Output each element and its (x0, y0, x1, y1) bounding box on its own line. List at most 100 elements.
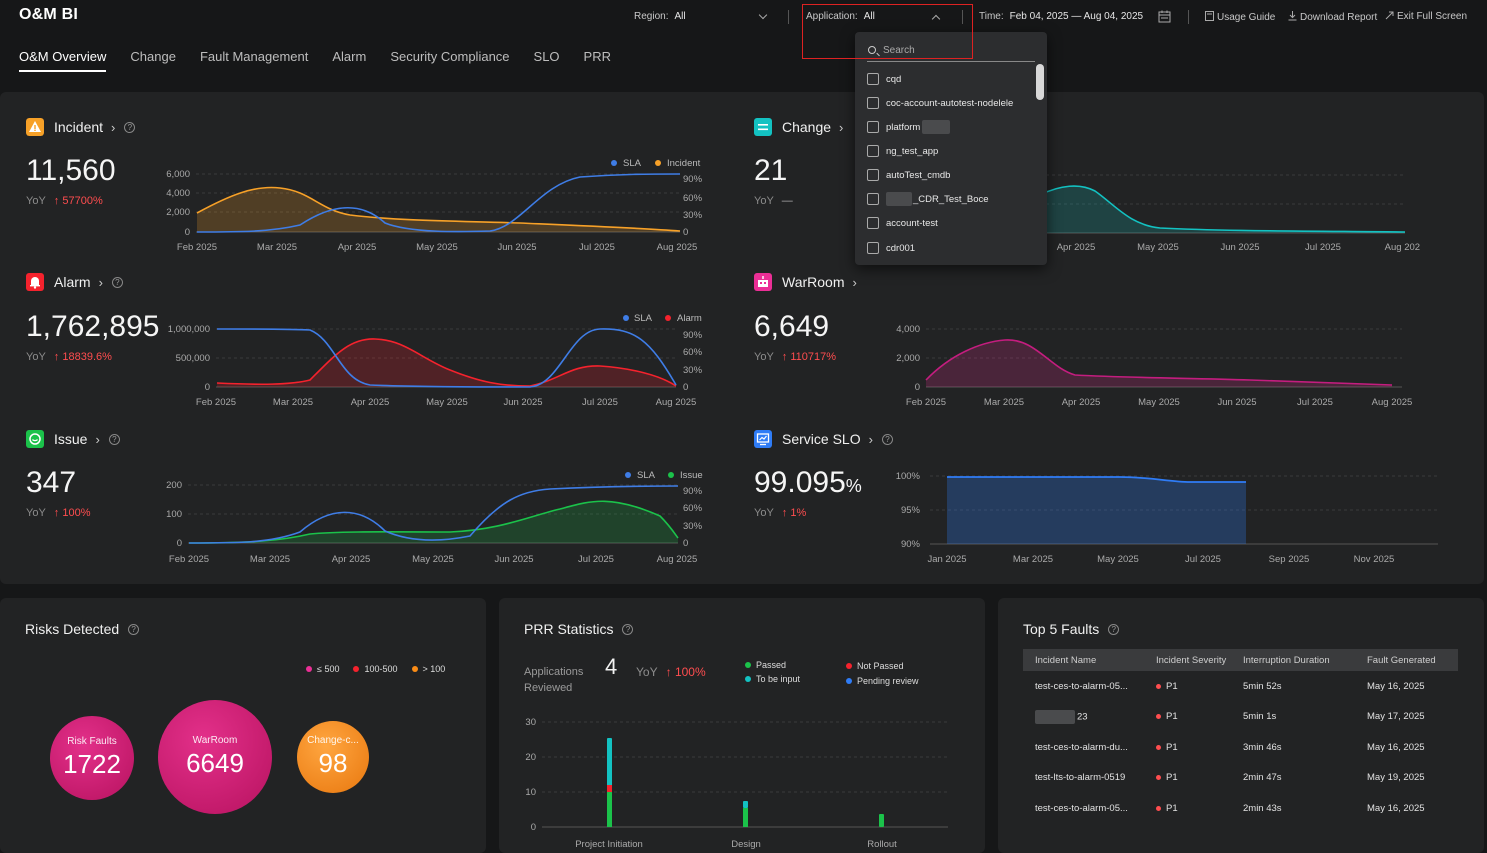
help-icon[interactable]: ? (622, 623, 634, 635)
legend-issue-label: Issue (680, 470, 703, 481)
column-header[interactable]: Interruption Duration (1231, 649, 1355, 671)
checkbox[interactable] (867, 145, 879, 157)
column-header[interactable]: Fault Generated (1355, 649, 1458, 671)
calendar-icon[interactable] (1158, 10, 1171, 23)
prr-x-tick: Design (731, 839, 761, 850)
tab-om-overview[interactable]: O&M Overview (19, 49, 107, 72)
column-header[interactable]: Incident Severity (1144, 649, 1231, 671)
usage-guide-link[interactable]: Usage Guide (1205, 11, 1275, 23)
issue-x-tick: Jul 2025 (578, 554, 614, 565)
change-title-label: Change (782, 119, 832, 135)
issue-x-tick: Jun 2025 (494, 554, 533, 565)
dropdown-option[interactable]: _CDR_Test_Boce (867, 191, 989, 207)
region-selector[interactable]: Region: All (634, 10, 768, 22)
region-label: Region: (634, 11, 669, 22)
risk-faults-bubble[interactable]: Risk Faults 1722 (50, 716, 134, 800)
search-icon (868, 46, 876, 54)
dropdown-option[interactable]: account-test (867, 215, 938, 231)
book-icon (1205, 11, 1214, 21)
severity-label: P1 (1166, 772, 1178, 784)
time-label: Time: (979, 11, 1004, 22)
bubble-value: 1722 (63, 749, 121, 779)
dropdown-option[interactable]: autoTest_cmdb (867, 167, 950, 183)
checkbox[interactable] (867, 169, 879, 181)
checkbox[interactable] (867, 97, 879, 109)
dropdown-option[interactable]: coc-account-autotest-nodelele (867, 95, 1013, 111)
warroom-title[interactable]: WarRoom › (754, 273, 857, 291)
table-row[interactable]: test-ces-to-alarm-du... P1 3min 46s May … (1023, 732, 1458, 763)
bubble-label: Risk Faults (67, 736, 117, 747)
help-icon[interactable]: ? (881, 433, 893, 445)
incident-name[interactable]: test-ces-to-alarm-05... (1035, 802, 1128, 814)
warroom-bubble[interactable]: WarRoom 6649 (158, 700, 272, 814)
dropdown-option[interactable]: cdr001 (867, 240, 915, 256)
issue-y2-tick: 90% (683, 486, 703, 497)
dropdown-search-input[interactable]: Search (867, 40, 1035, 62)
dropdown-option[interactable]: cqd (867, 71, 901, 87)
alarm-x-tick: Feb 2025 (196, 397, 236, 408)
severity-label: P1 (1166, 741, 1178, 753)
slo-x-tick: Sep 2025 (1269, 554, 1310, 565)
legend-issue-dot (668, 472, 674, 478)
incident-name[interactable]: test-lts-to-alarm-0519 (1035, 772, 1126, 784)
legend-sla-label: SLA (623, 158, 642, 169)
time-range-picker[interactable]: Time: Feb 04, 2025 — Aug 04, 2025 (979, 11, 1143, 22)
alarm-yoy-change: ↑ 18839.6% (53, 351, 112, 363)
application-selector[interactable]: Application: All (806, 11, 941, 24)
issue-y-tick: 100 (166, 509, 182, 520)
alarm-title[interactable]: Alarm ›? (26, 273, 123, 291)
usage-guide-label: Usage Guide (1217, 12, 1276, 23)
incident-name[interactable]: 23 (1023, 702, 1144, 733)
alarm-y2-tick: 90% (683, 330, 703, 341)
fault-generated: May 16, 2025 (1367, 802, 1425, 814)
table-row[interactable]: test-ces-to-alarm-05... P1 5min 52s May … (1023, 671, 1458, 702)
download-report-link[interactable]: Download Report (1288, 11, 1377, 23)
help-icon[interactable]: ? (124, 121, 136, 133)
incident-title[interactable]: Incident ›? (26, 118, 136, 136)
incident-name[interactable]: test-ces-to-alarm-du... (1035, 741, 1128, 753)
chevron-down-icon (758, 10, 768, 20)
column-header[interactable]: Incident Name (1023, 649, 1144, 671)
tab-fault-management[interactable]: Fault Management (199, 49, 309, 64)
legend-alarm-label: Alarm (677, 313, 702, 324)
tab-security-compliance[interactable]: Security Compliance (390, 49, 510, 64)
tab-change[interactable]: Change (130, 49, 176, 64)
checkbox[interactable] (867, 242, 879, 254)
option-label: account-test (886, 217, 938, 229)
help-icon[interactable]: ? (111, 276, 123, 288)
tab-prr[interactable]: PRR (583, 49, 611, 64)
alarm-x-tick: May 2025 (426, 397, 468, 408)
help-icon[interactable]: ? (108, 433, 120, 445)
change-title[interactable]: Change › (754, 118, 843, 136)
incident-chart: SLA Incident 6,000 4,000 2,000 0 90% 60%… (166, 158, 702, 253)
dropdown-scrollbar[interactable] (1036, 64, 1044, 100)
checkbox[interactable] (867, 121, 879, 133)
legend-label: ≤ 500 (317, 664, 340, 674)
warning-icon (26, 118, 44, 136)
service-slo-title[interactable]: Service SLO ›? (754, 430, 893, 448)
severity-label: P1 (1166, 680, 1178, 692)
checkbox[interactable] (867, 73, 879, 85)
sla-series-line (216, 328, 677, 388)
exit-full-screen-link[interactable]: Exit Full Screen (1385, 11, 1467, 22)
tab-slo[interactable]: SLO (533, 49, 560, 64)
help-icon[interactable]: ? (128, 623, 140, 635)
dropdown-option[interactable]: ng_test_app (867, 143, 938, 159)
table-row[interactable]: 23 P1 5min 1s May 17, 2025 (1023, 702, 1458, 733)
table-row[interactable]: test-lts-to-alarm-0519 P1 2min 47s May 1… (1023, 763, 1458, 794)
tab-alarm[interactable]: Alarm (332, 49, 367, 64)
dropdown-option[interactable]: platform (867, 119, 951, 135)
incident-x-tick: May 2025 (416, 242, 458, 253)
checkbox[interactable] (867, 217, 879, 229)
help-icon[interactable]: ? (1108, 623, 1120, 635)
change-bubble[interactable]: Change-c... 98 (297, 721, 369, 793)
prr-legend-to-be-input: To be input (745, 674, 800, 684)
table-row[interactable]: test-ces-to-alarm-05... P1 2min 43s May … (1023, 793, 1458, 824)
change-x-tick: May 2025 (1137, 242, 1179, 253)
checkbox[interactable] (867, 193, 879, 205)
top-bar: O&M BI Region: All Application: All Time: F… (0, 0, 1487, 34)
incident-name[interactable]: test-ces-to-alarm-05... (1035, 680, 1128, 692)
prr-y-tick: 30 (525, 717, 536, 728)
alarm-x-tick: Aug 2025 (656, 397, 697, 408)
issue-title[interactable]: Issue ›? (26, 430, 120, 448)
